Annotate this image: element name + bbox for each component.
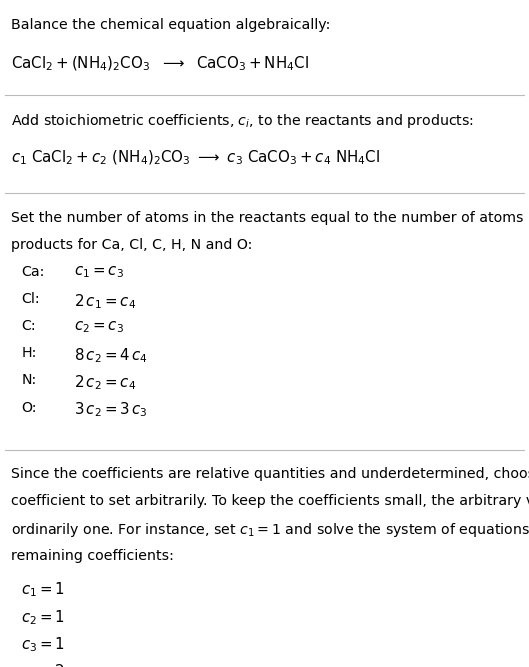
Text: Add stoichiometric coefficients, $c_i$, to the reactants and products:: Add stoichiometric coefficients, $c_i$, …: [11, 112, 473, 130]
Text: ordinarily one. For instance, set $c_1 = 1$ and solve the system of equations fo: ordinarily one. For instance, set $c_1 =…: [11, 522, 529, 540]
Text: $c_1 = c_3$: $c_1 = c_3$: [74, 265, 124, 281]
Text: $2\,c_2 = c_4$: $2\,c_2 = c_4$: [74, 374, 136, 392]
Text: remaining coefficients:: remaining coefficients:: [11, 548, 174, 562]
Text: $c_1\ \mathrm{CaCl_2} + c_2\ \mathrm{(NH_4)_2CO_3} \ \longrightarrow \ c_3\ \mat: $c_1\ \mathrm{CaCl_2} + c_2\ \mathrm{(NH…: [11, 149, 380, 167]
Text: $c_2 = 1$: $c_2 = 1$: [21, 608, 65, 626]
Text: O:: O:: [21, 400, 37, 414]
Text: C:: C:: [21, 319, 36, 333]
Text: Set the number of atoms in the reactants equal to the number of atoms in the: Set the number of atoms in the reactants…: [11, 211, 529, 225]
Text: $\mathrm{CaCl_2 + (NH_4)_2CO_3 \ \ \longrightarrow \ \ CaCO_3 + NH_4Cl}$: $\mathrm{CaCl_2 + (NH_4)_2CO_3 \ \ \long…: [11, 55, 308, 73]
Text: $2\,c_1 = c_4$: $2\,c_1 = c_4$: [74, 292, 136, 311]
Text: $8\,c_2 = 4\,c_4$: $8\,c_2 = 4\,c_4$: [74, 346, 148, 365]
Text: products for Ca, Cl, C, H, N and O:: products for Ca, Cl, C, H, N and O:: [11, 237, 252, 251]
Text: H:: H:: [21, 346, 37, 360]
Text: Cl:: Cl:: [21, 292, 40, 306]
Text: Ca:: Ca:: [21, 265, 44, 279]
Text: $c_4 = 2$: $c_4 = 2$: [21, 662, 65, 667]
Text: coefficient to set arbitrarily. To keep the coefficients small, the arbitrary va: coefficient to set arbitrarily. To keep …: [11, 494, 529, 508]
Text: N:: N:: [21, 374, 37, 388]
Text: $c_2 = c_3$: $c_2 = c_3$: [74, 319, 124, 335]
Text: $c_1 = 1$: $c_1 = 1$: [21, 581, 65, 600]
Text: $3\,c_2 = 3\,c_3$: $3\,c_2 = 3\,c_3$: [74, 400, 148, 420]
Text: Since the coefficients are relative quantities and underdetermined, choose a: Since the coefficients are relative quan…: [11, 467, 529, 481]
Text: Balance the chemical equation algebraically:: Balance the chemical equation algebraica…: [11, 18, 330, 32]
Text: $c_3 = 1$: $c_3 = 1$: [21, 635, 65, 654]
